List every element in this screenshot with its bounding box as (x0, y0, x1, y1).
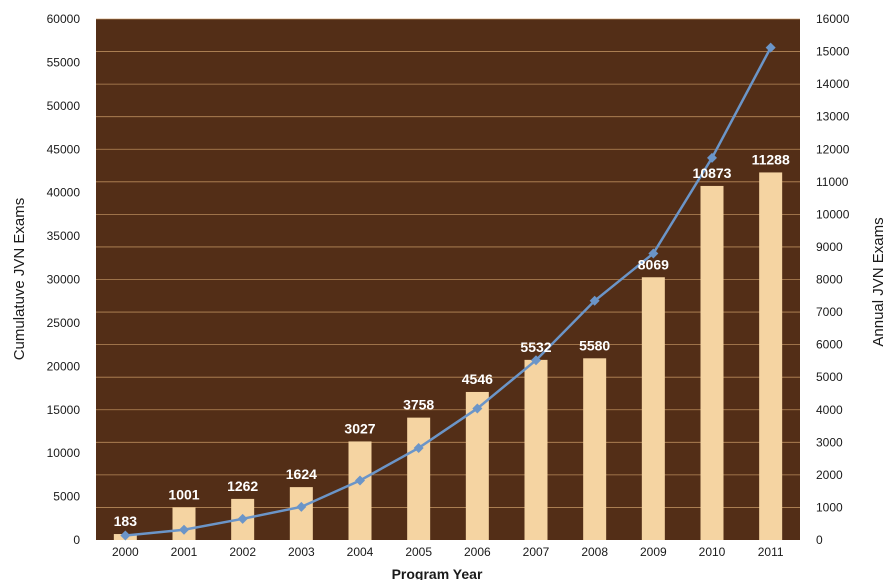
left-tick-label: 30000 (47, 273, 81, 287)
right-tick-label: 0 (816, 533, 823, 547)
line-marker (413, 442, 424, 453)
left-tick-label: 5000 (53, 490, 80, 504)
right-tick-label: 13000 (816, 110, 850, 124)
right-tick-label: 4000 (816, 403, 843, 417)
x-tick-label: 2000 (112, 545, 139, 559)
bars (113, 172, 783, 540)
right-tick-label: 2000 (816, 468, 843, 482)
line-marker (179, 524, 189, 535)
bar-data-label: 11288 (752, 151, 790, 167)
x-tick-label: 2005 (405, 545, 432, 559)
right-tick-label: 9000 (816, 240, 843, 254)
right-tick-label: 7000 (816, 305, 843, 319)
x-axis-ticks: 2000 2001 2002 2003 2004 2005 2006 2007 2008 2009… (112, 545, 784, 559)
bar (348, 441, 372, 540)
bar-data-label: 1001 (168, 486, 199, 502)
x-tick-label: 2004 (347, 545, 374, 559)
bar (407, 417, 431, 540)
right-axis-title: Annual JVN Exams (870, 217, 887, 346)
cumulative-line (120, 42, 776, 541)
bar (759, 172, 783, 540)
right-tick-label: 15000 (816, 45, 850, 59)
right-tick-label: 10000 (816, 207, 850, 221)
line-marker (120, 530, 131, 541)
x-tick-label: 2007 (523, 545, 550, 559)
x-tick-label: 2009 (640, 545, 667, 559)
line-marker (237, 513, 248, 524)
x-axis-title: Program Year (392, 566, 483, 580)
line-marker (707, 152, 717, 163)
bar-data-label: 1262 (227, 478, 258, 494)
left-tick-label: 0 (73, 533, 80, 547)
line-marker (296, 501, 307, 512)
x-tick-label: 2003 (288, 545, 315, 559)
left-tick-label: 15000 (47, 403, 81, 417)
left-tick-label: 50000 (47, 99, 81, 113)
bar-data-label: 10873 (693, 165, 732, 181)
x-tick-label: 2006 (464, 545, 491, 559)
line-marker (648, 248, 659, 259)
bar (465, 391, 489, 540)
bar-data-labels: 183 1001 1262 1624 3027 3758 4546 5532 5580 8069 1… (114, 151, 790, 529)
bar (700, 185, 724, 540)
x-tick-label: 2002 (229, 545, 256, 559)
left-axis-ticks: 0 5000 10000 15000 20000 25000 30000 35000 40000… (47, 12, 81, 547)
left-tick-label: 45000 (47, 142, 81, 156)
bar (641, 277, 665, 540)
right-tick-label: 16000 (816, 12, 850, 26)
cumulative-series-line (125, 47, 772, 537)
right-tick-label: 12000 (816, 142, 850, 156)
bar-data-label: 5580 (579, 337, 610, 353)
right-tick-label: 1000 (816, 500, 843, 514)
right-tick-label: 14000 (816, 77, 850, 91)
right-tick-label: 11000 (816, 175, 849, 189)
bar (289, 487, 313, 540)
left-tick-label: 35000 (47, 229, 81, 243)
bar-data-label: 4546 (462, 371, 493, 387)
right-tick-label: 5000 (816, 370, 843, 384)
left-tick-label: 20000 (47, 359, 81, 373)
left-axis-title: Cumulatuve JVN Exams (11, 198, 28, 361)
line-marker (355, 475, 365, 486)
line-marker (531, 355, 541, 366)
bar-data-label: 8069 (638, 256, 669, 272)
x-tick-label: 2010 (699, 545, 726, 559)
left-tick-label: 40000 (47, 186, 81, 200)
right-tick-label: 6000 (816, 338, 843, 352)
bar (583, 358, 607, 540)
left-tick-label: 10000 (47, 446, 81, 460)
bar-data-label: 183 (114, 513, 138, 529)
line-marker (472, 403, 483, 414)
line-marker (765, 42, 776, 53)
right-axis-ticks: 0 1000 2000 3000 4000 5000 6000 7000 8000 9000 100… (816, 12, 850, 547)
right-tick-label: 3000 (816, 435, 843, 449)
gridlines (96, 18, 800, 508)
bar-data-label: 3027 (344, 420, 375, 436)
right-tick-label: 8000 (816, 273, 843, 287)
left-tick-label: 60000 (47, 12, 81, 26)
bar (524, 359, 548, 540)
x-tick-label: 2001 (171, 545, 198, 559)
bar-data-label: 5532 (520, 339, 551, 355)
left-tick-label: 25000 (47, 316, 81, 330)
x-tick-label: 2008 (581, 545, 608, 559)
line-marker (589, 295, 600, 306)
bar-data-label: 3758 (403, 397, 434, 413)
x-tick-label: 2011 (758, 545, 784, 559)
bar-data-label: 1624 (286, 466, 317, 482)
bar (172, 507, 196, 540)
left-tick-label: 55000 (47, 55, 81, 69)
